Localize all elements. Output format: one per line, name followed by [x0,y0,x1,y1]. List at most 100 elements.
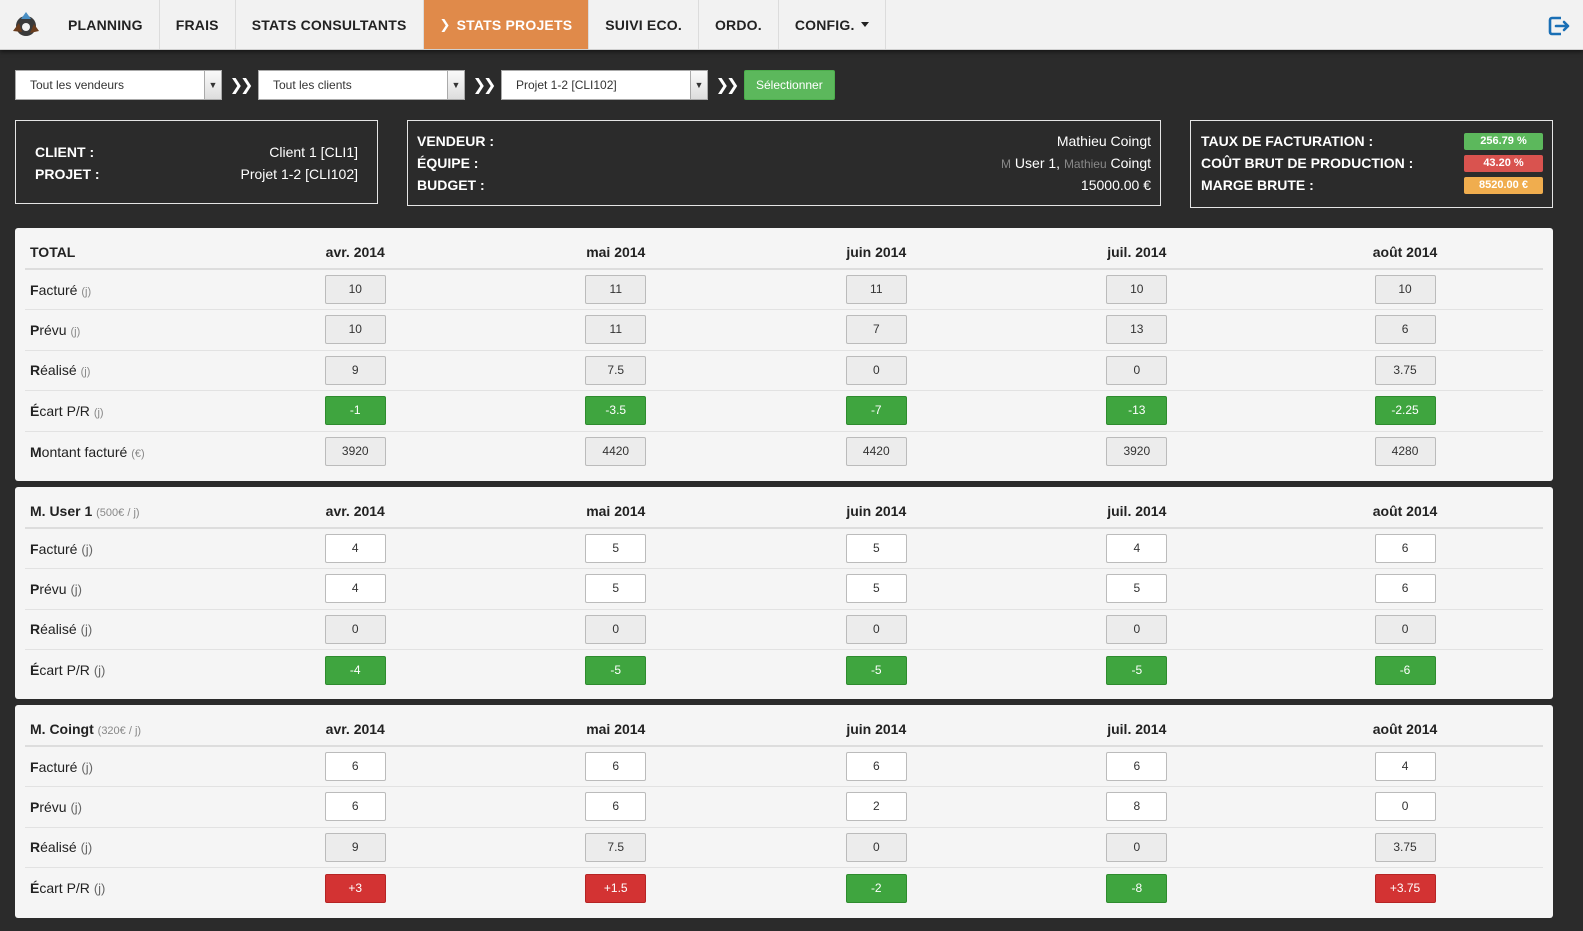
value-box: -5 [585,655,647,685]
value-cell: 6 [485,786,747,827]
value-cell: 10 [1267,269,1543,310]
vendeur-select[interactable]: Tout les vendeurs ▼ [15,70,222,100]
value-box: 11 [845,275,907,304]
day-input[interactable]: 8 [1106,792,1168,822]
client-label: CLIENT : [35,144,95,160]
value-cell: 4 [225,568,486,609]
day-input[interactable]: 5 [1106,574,1168,604]
budget-label: BUDGET : [417,177,485,193]
day-input[interactable]: 5 [845,574,907,604]
day-input[interactable]: 6 [1106,752,1168,781]
nav-tab-ordo[interactable]: ORDO. [699,0,779,49]
table-row: Réalisé (j) 9 7.5 0 0 3.75 [25,826,1543,868]
chevron-down-icon: ▼ [690,71,707,99]
projet-select-value: Projet 1-2 [CLI102] [516,78,617,92]
value-cell: 0 [746,826,1007,868]
value-cell: 3.75 [1267,826,1543,868]
value-box: 10 [1374,275,1436,304]
value-box: 0 [1106,355,1168,385]
day-input[interactable]: 4 [324,534,386,563]
app-logo[interactable] [0,0,52,50]
projet-value: Projet 1-2 [CLI102] [240,166,358,182]
value-cell: 4420 [746,430,1007,472]
row-label-text: éalisé [40,362,77,379]
stats-table: M. User 1 (500€ / j) avr. 2014 mai 2014 jui… [25,495,1543,690]
nav-tab-label: SUIVI ECO. [605,16,682,33]
value-box: 4280 [1374,437,1436,466]
row-label: Facturé (j) [25,269,225,310]
value-box: -3.5 [585,396,647,426]
user1-table-card: M. User 1 (500€ / j) avr. 2014 mai 2014 jui… [15,487,1553,699]
nav-tab-planning[interactable]: PLANNING [52,0,160,49]
value-cell: +3 [225,867,486,908]
month-header: août 2014 [1267,236,1543,270]
row-label-initial: M [30,443,42,460]
row-label-text: révu [39,321,67,338]
projet-label: PROJET : [35,166,100,182]
month-header: avr. 2014 [225,713,486,747]
table-row: Facturé (j) 4 5 5 4 6 [25,528,1543,569]
value-box: -5 [1106,655,1168,685]
logout-icon[interactable] [1547,14,1571,38]
day-input[interactable]: 6 [585,752,647,781]
value-cell: 13 [1006,309,1268,350]
value-cell: 5 [1006,568,1268,609]
double-chevron-icon: ❯❯ [472,77,497,94]
nav-tab-stats-projets[interactable]: ❯ STATS PROJETS [423,0,590,49]
table-row: Écart P/R (j) +3 +1.5 -2 -8 +3.75 [25,867,1543,908]
nav-tab-frais[interactable]: FRAIS [160,0,236,49]
value-cell: 0 [485,608,747,650]
row-unit: (j) [81,759,93,775]
table-row: Facturé (j) 6 6 6 6 4 [25,746,1543,787]
row-label-initial: F [30,758,39,775]
day-input[interactable]: 5 [845,534,907,563]
day-input[interactable]: 6 [324,752,386,781]
table-title-text: M. Coingt [30,721,94,737]
client-select[interactable]: Tout les clients ▼ [258,70,465,100]
day-input[interactable]: 0 [1374,792,1436,822]
row-unit: (j) [93,406,104,419]
month-header: mai 2014 [485,495,747,529]
day-input[interactable]: 4 [1106,534,1168,563]
value-box: 0 [845,614,907,644]
value-cell: -2.25 [1267,390,1543,431]
row-label: Réalisé (j) [25,826,225,868]
row-unit: (j) [80,840,93,856]
day-input[interactable]: 6 [1374,534,1436,563]
table-row: Réalisé (j) 9 7.5 0 0 3.75 [25,349,1543,391]
row-label: Écart P/R (j) [25,867,225,908]
day-input[interactable]: 4 [1374,752,1436,781]
value-box: 3920 [324,437,386,466]
day-input[interactable]: 2 [845,792,907,822]
row-label-initial: É [30,880,40,896]
month-header: juin 2014 [746,495,1007,529]
value-cell: -7 [746,390,1007,431]
nav-tab-suivi-eco[interactable]: SUIVI ECO. [589,0,699,49]
recycle-logo-icon [13,12,39,36]
row-label-initial: É [30,662,40,678]
value-cell: 6 [1267,528,1543,569]
day-input[interactable]: 5 [585,534,647,563]
nav-tab-stats-consultants[interactable]: STATS CONSULTANTS [236,0,424,49]
day-input[interactable]: 4 [324,574,386,604]
value-box: +1.5 [585,873,647,903]
projet-select[interactable]: Projet 1-2 [CLI102] ▼ [501,70,708,100]
value-box: 0 [845,832,907,862]
day-input[interactable]: 6 [1374,574,1436,604]
nav-tab-label: FRAIS [175,16,219,33]
day-input[interactable]: 6 [324,792,386,822]
day-input[interactable]: 6 [585,792,647,822]
select-button[interactable]: Sélectionner [744,70,835,100]
equipe-last: Coingt [1110,155,1151,171]
nav-tab-config[interactable]: CONFIG. [779,0,886,49]
row-label: Facturé (j) [25,746,225,787]
top-navbar: PLANNING FRAIS STATS CONSULTANTS ❯ STATS P… [0,0,1583,50]
row-label-text: cart P/R [39,662,90,678]
equipe-user: User 1, [1014,155,1061,171]
table-row: Écart P/R (j) -4 -5 -5 -5 -6 [25,649,1543,690]
row-unit: (j) [93,881,106,896]
day-input[interactable]: 5 [585,574,647,604]
value-cell: 4 [1267,746,1543,787]
value-cell: 6 [1007,746,1268,787]
day-input[interactable]: 6 [845,752,907,781]
